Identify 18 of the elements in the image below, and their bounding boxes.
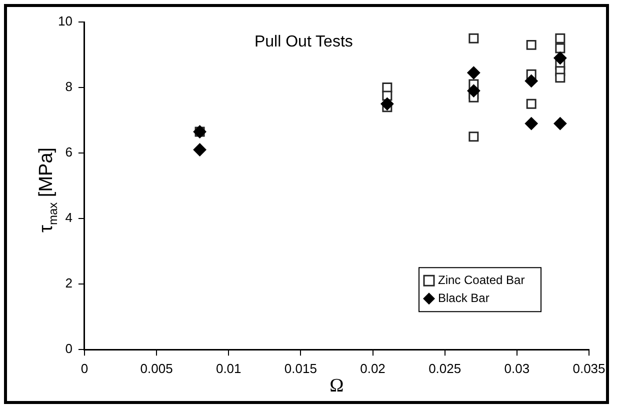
x-tick-label: 0.02 bbox=[360, 360, 386, 376]
x-tick-label: 0.01 bbox=[216, 360, 242, 376]
x-tick-label: 0.035 bbox=[572, 360, 606, 376]
y-tick-label: 4 bbox=[65, 210, 72, 226]
y-tick-label: 0 bbox=[65, 341, 72, 356]
legend-label: Zinc Coated Bar bbox=[438, 272, 525, 287]
y-tick-label: 6 bbox=[65, 144, 72, 160]
y-tick-label: 10 bbox=[58, 14, 72, 29]
y-tick-label: 8 bbox=[65, 79, 72, 94]
x-tick-label: 0 bbox=[80, 360, 88, 376]
x-tick-label: 0.025 bbox=[428, 360, 462, 376]
x-tick-label: 0.005 bbox=[140, 360, 173, 376]
x-axis-title: Ω bbox=[330, 376, 344, 397]
x-tick-label: 0.03 bbox=[504, 360, 530, 376]
text: Pull Out Tests bbox=[254, 33, 353, 50]
y-tick-label: 2 bbox=[65, 276, 72, 291]
x-tick-label: 0.015 bbox=[284, 360, 317, 376]
legend-label: Black Bar bbox=[438, 290, 490, 305]
